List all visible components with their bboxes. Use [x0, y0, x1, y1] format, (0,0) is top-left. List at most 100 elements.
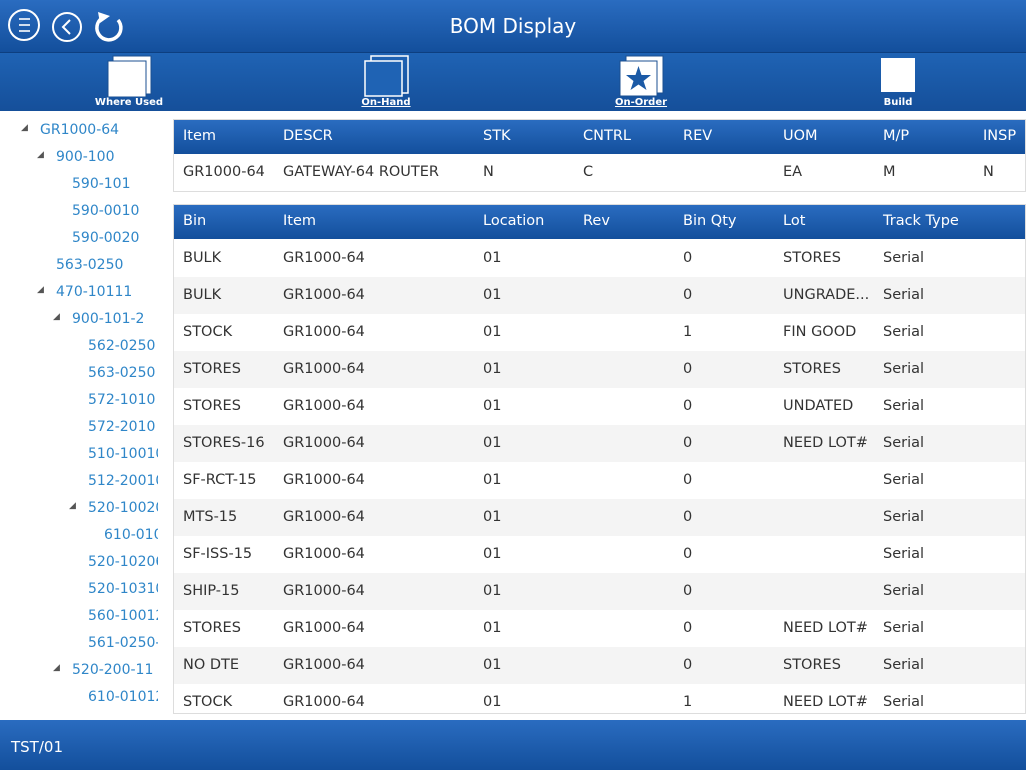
on-order-icon: [619, 55, 664, 97]
table-cell: N: [983, 164, 994, 180]
table-cell: STORES: [183, 619, 241, 636]
column-header: Track Type: [883, 213, 959, 229]
expand-arrow[interactable]: ◢: [21, 123, 28, 133]
tree-node[interactable]: 563-0250: [88, 365, 156, 381]
tree-node[interactable]: 590-0010: [72, 203, 140, 219]
table-cell: STORES: [783, 249, 841, 266]
tree-node[interactable]: 572-1010: [88, 392, 156, 408]
tree-node[interactable]: 512-20010: [88, 473, 158, 489]
table-cell: UNDATED: [783, 397, 854, 414]
table-cell: 0: [683, 434, 693, 451]
column-header: M/P: [883, 128, 910, 144]
table-row[interactable]: [174, 462, 1025, 500]
tree-node[interactable]: 520-10310: [88, 581, 158, 597]
table-row[interactable]: [174, 351, 1025, 389]
column-header: Bin Qty: [683, 213, 737, 229]
table-cell: Serial: [883, 434, 925, 451]
table-cell: Serial: [883, 545, 925, 562]
footer-text: TST/01: [11, 738, 63, 756]
tree-node[interactable]: 900-101-2: [72, 311, 145, 327]
table-cell: BULK: [183, 286, 222, 303]
table-cell: NO DTE: [183, 656, 240, 673]
table-cell: GR1000-64: [283, 360, 365, 377]
tree-node[interactable]: 590-0020: [72, 230, 140, 246]
table-cell: STORES: [783, 360, 841, 377]
tree-node[interactable]: 470-10111: [56, 284, 133, 300]
expand-arrow[interactable]: ◢: [37, 150, 44, 160]
table-cell: Serial: [883, 582, 925, 599]
menu-button[interactable]: [8, 9, 40, 41]
build-icon: [881, 58, 915, 92]
expand-arrow[interactable]: ◢: [53, 663, 60, 673]
table-cell: 01: [483, 323, 502, 340]
table-cell: Serial: [883, 619, 925, 636]
table-cell: 01: [483, 434, 502, 451]
build-button[interactable]: Build: [838, 52, 958, 110]
table-cell: 01: [483, 471, 502, 488]
table-cell: GR1000-64: [283, 508, 365, 525]
table-cell: N: [483, 164, 494, 180]
on-hand-icon: [364, 55, 409, 97]
tree-node[interactable]: 561-0250-: [88, 635, 158, 651]
tree-node[interactable]: 562-0250: [88, 338, 156, 354]
column-header: CNTRL: [583, 128, 631, 144]
tree-node[interactable]: 520-10206: [88, 554, 158, 570]
table-row[interactable]: [174, 155, 1025, 191]
tree-node[interactable]: 520-10020: [88, 500, 158, 516]
tree-node[interactable]: 900-100: [56, 149, 115, 165]
expand-arrow[interactable]: ◢: [69, 501, 76, 511]
expand-arrow[interactable]: ◢: [37, 285, 44, 295]
table-cell: GR1000-64: [283, 471, 365, 488]
tree-node[interactable]: 510-10010: [88, 446, 158, 462]
column-header: Item: [283, 213, 317, 229]
page-title: BOM Display: [449, 14, 577, 38]
title-bar: BOM Display: [0, 0, 1026, 52]
table-cell: GR1000-64: [283, 323, 365, 340]
table-cell: STOCK: [183, 323, 233, 340]
table-row[interactable]: [174, 684, 1025, 713]
table-cell: Serial: [883, 360, 925, 377]
table-cell: GR1000-64: [183, 164, 265, 180]
where-used-button[interactable]: Where Used: [69, 52, 189, 110]
table-cell: 0: [683, 249, 693, 266]
column-header: INSP: [983, 128, 1017, 144]
tree-node[interactable]: 560-10012: [88, 608, 158, 624]
tree-node[interactable]: 590-101: [72, 176, 131, 192]
toolbar-label: Where Used: [94, 97, 164, 108]
table-cell: 0: [683, 656, 693, 673]
table-cell: Serial: [883, 286, 925, 303]
table-cell: SF-RCT-15: [183, 471, 257, 488]
back-button[interactable]: [52, 12, 82, 42]
table-cell: UNGRADE...: [783, 286, 870, 303]
table-cell: BULK: [183, 249, 222, 266]
on-hand-button[interactable]: On-Hand: [326, 52, 446, 110]
refresh-button[interactable]: [95, 12, 123, 42]
table-row[interactable]: [174, 647, 1025, 685]
table-cell: 0: [683, 619, 693, 636]
table-cell: 1: [683, 323, 693, 340]
toolbar-label: On-Hand: [361, 97, 411, 108]
table-cell: 0: [683, 397, 693, 414]
tree-node[interactable]: 610-01012: [88, 689, 158, 705]
table-cell: C: [583, 164, 594, 180]
column-header: Lot: [783, 213, 806, 229]
table-row[interactable]: [174, 499, 1025, 537]
table-cell: GR1000-64: [283, 397, 365, 414]
tree-node[interactable]: GR1000-64: [40, 122, 120, 138]
table-cell: 01: [483, 397, 502, 414]
table-cell: STORES: [183, 360, 241, 377]
table-cell: 0: [683, 286, 693, 303]
toolbar-label: On-Order: [614, 97, 668, 108]
table-cell: 1: [683, 693, 693, 710]
table-cell: NEED LOT#: [783, 619, 868, 636]
tree-node[interactable]: 572-2010: [88, 419, 156, 435]
tree-node[interactable]: 610-010: [104, 527, 158, 543]
on-order-button[interactable]: On-Order: [581, 52, 701, 110]
tree-node[interactable]: 563-0250: [56, 257, 124, 273]
tree-node[interactable]: 520-200-11: [72, 662, 154, 678]
expand-arrow[interactable]: ◢: [53, 312, 60, 322]
column-header: REV: [683, 128, 713, 144]
table-cell: GR1000-64: [283, 545, 365, 562]
table-cell: 01: [483, 619, 502, 636]
